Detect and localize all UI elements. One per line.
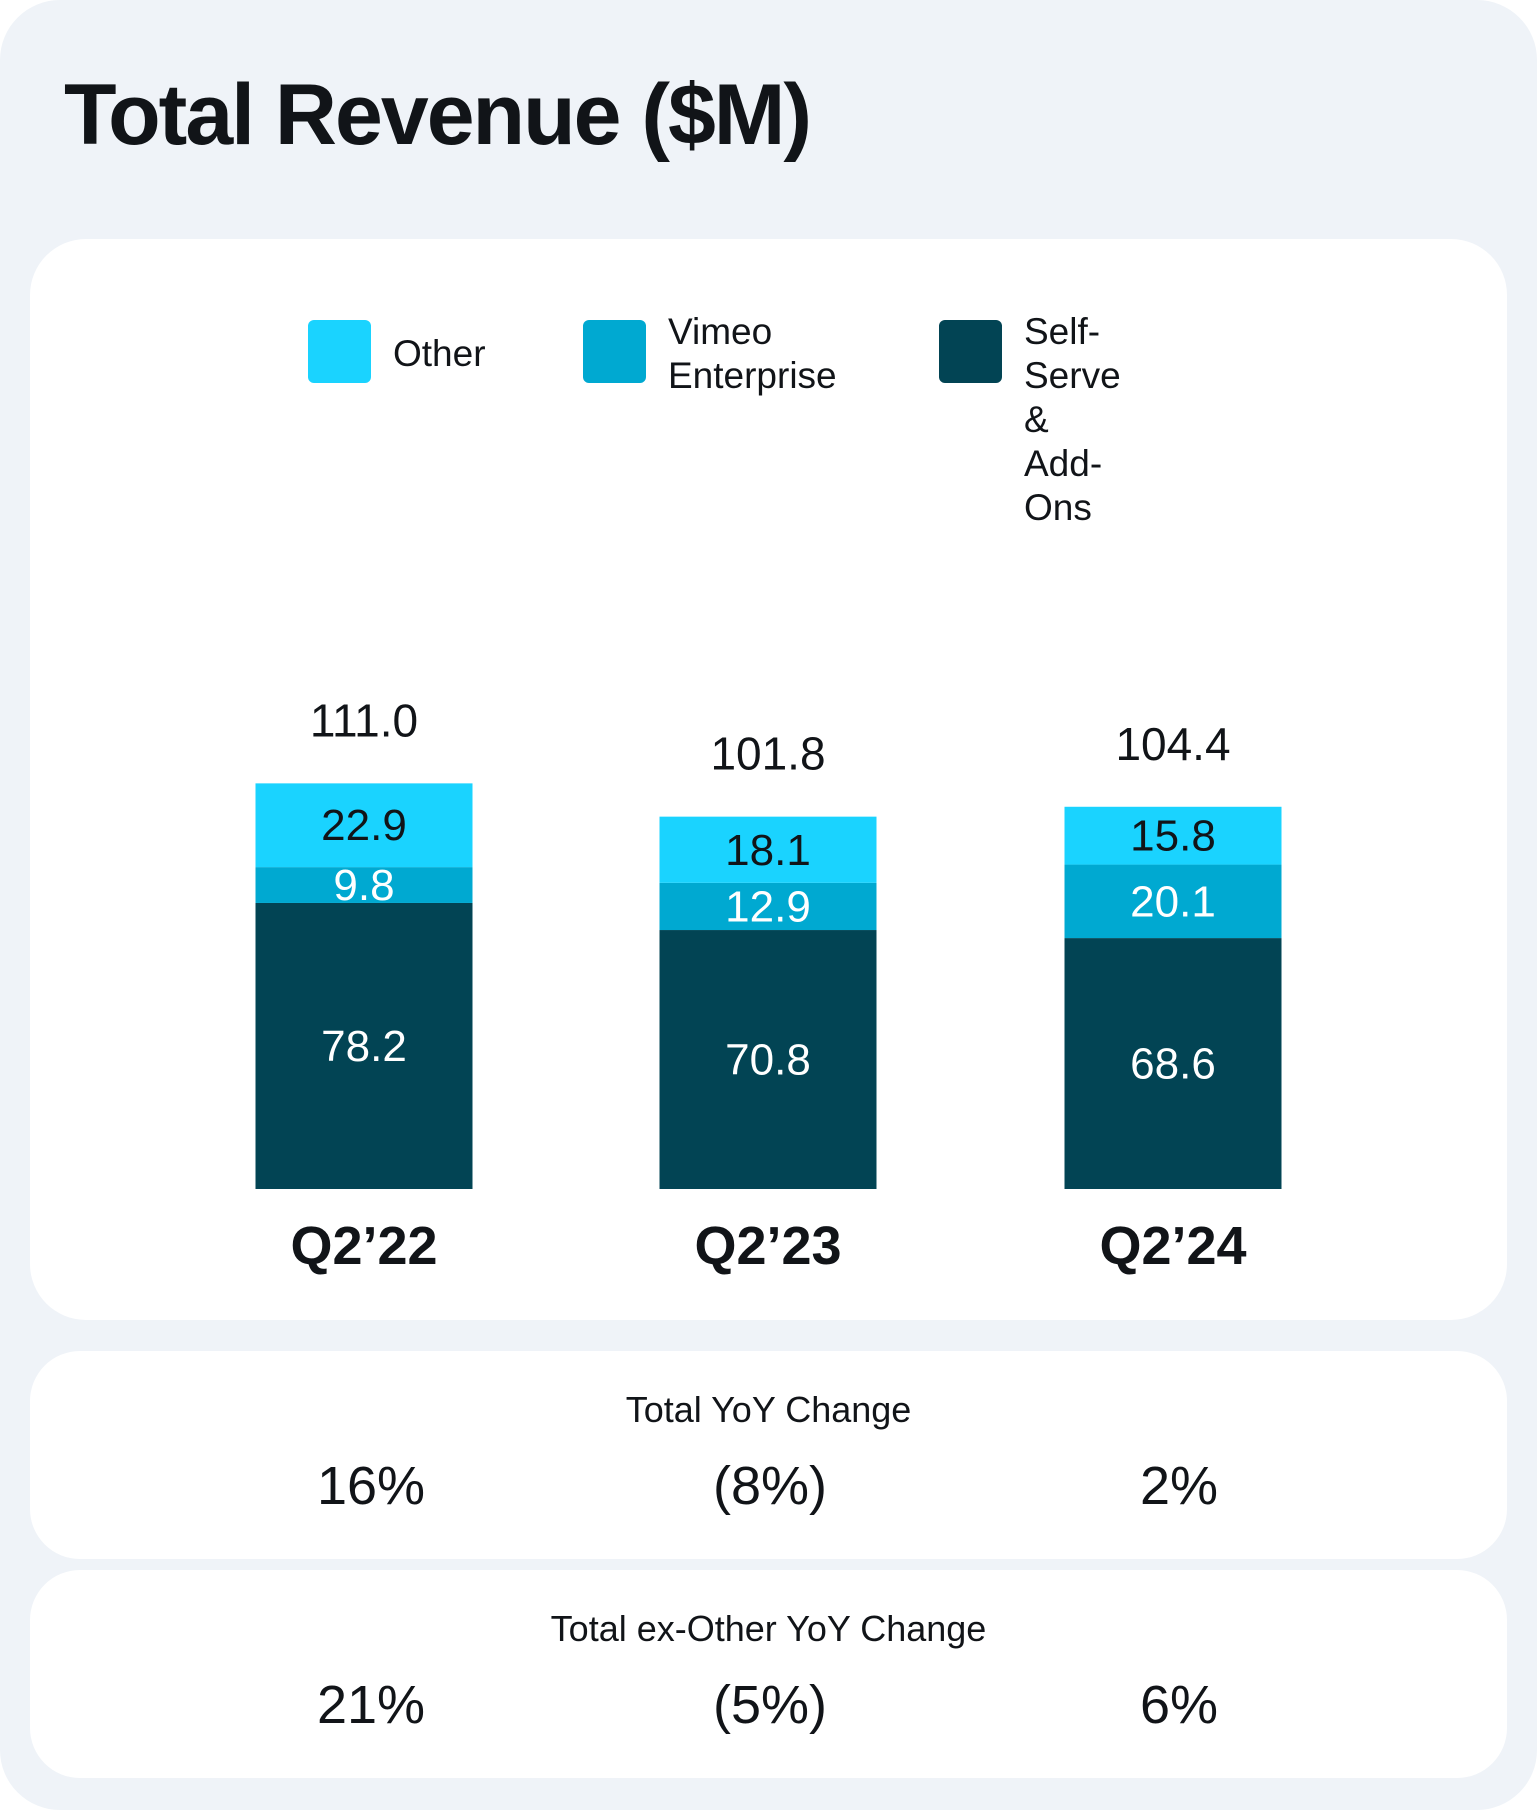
x-tick-label-0: Q2’22 xyxy=(290,1216,437,1276)
x-tick-label-2: Q2’24 xyxy=(1099,1216,1246,1276)
value-label-other-2: 15.8 xyxy=(1130,812,1216,861)
ex-other-yoy-value-q2-24: 6% xyxy=(1139,1675,1219,1735)
ex-other-yoy-title: Total ex-Other YoY Change xyxy=(550,1608,987,1649)
x-tick-label-1: Q2’23 xyxy=(694,1216,841,1276)
bar-self-serve-add-ons-0 xyxy=(255,902,473,1189)
total-yoy-title: Total YoY Change xyxy=(625,1389,912,1430)
value-label-vimeo-enterprise-1: 12.9 xyxy=(725,882,811,931)
legend-label-other: Other xyxy=(393,333,486,374)
value-label-self-serve-add-ons-0: 78.2 xyxy=(321,1022,407,1071)
page-title: Total Revenue ($M) xyxy=(64,67,812,163)
value-label-self-serve-add-ons-1: 70.8 xyxy=(725,1036,811,1085)
total-yoy-card: Total YoY Change 16% (8%) 2% xyxy=(30,1351,1507,1559)
chart-card: Other Vimeo Enterprise Self-Serve & Add-… xyxy=(30,239,1507,1320)
ex-other-yoy-value-q2-23: (5%) xyxy=(712,1675,827,1735)
bar-other-2 xyxy=(1064,806,1282,865)
total-yoy-value-q2-24: 2% xyxy=(1139,1456,1219,1516)
legend-swatch-other xyxy=(308,320,371,383)
total-label-1: 101.8 xyxy=(710,728,825,780)
ex-other-yoy-value-q2-22: 21% xyxy=(316,1675,426,1735)
bar-other-0 xyxy=(255,783,473,868)
total-yoy-value-q2-23: (8%) xyxy=(712,1456,827,1516)
value-label-other-0: 22.9 xyxy=(321,801,407,850)
bar-other-1 xyxy=(659,816,877,883)
bar-self-serve-add-ons-1 xyxy=(659,930,877,1189)
stacked-bar-chart: 78.2 9.8 22.9 111.0 Q2’22 70.8 12.9 18.1 101.8 Q2… xyxy=(255,694,1282,1276)
bar-vimeo-enterprise-0 xyxy=(255,867,473,903)
legend-swatch-self-serve xyxy=(939,320,1002,383)
legend-label-vimeo-enterprise: Vimeo Enterprise xyxy=(668,311,837,396)
total-yoy-value-q2-22: 16% xyxy=(316,1456,426,1516)
value-label-vimeo-enterprise-2: 20.1 xyxy=(1130,877,1216,926)
bar-vimeo-enterprise-2 xyxy=(1064,864,1282,939)
legend-swatch-vimeo-enterprise xyxy=(583,320,646,383)
value-label-self-serve-add-ons-2: 68.6 xyxy=(1130,1040,1216,1089)
value-label-other-1: 18.1 xyxy=(725,826,811,875)
ex-other-yoy-card: Total ex-Other YoY Change 21% (5%) 6% xyxy=(30,1570,1507,1778)
total-label-0: 111.0 xyxy=(310,694,418,746)
total-label-2: 104.4 xyxy=(1115,718,1230,770)
value-label-vimeo-enterprise-0: 9.8 xyxy=(333,861,394,910)
legend-label-self-serve: Self-Serve & Add-Ons xyxy=(1024,311,1121,528)
bar-self-serve-add-ons-2 xyxy=(1064,938,1282,1189)
bar-vimeo-enterprise-1 xyxy=(659,882,877,931)
